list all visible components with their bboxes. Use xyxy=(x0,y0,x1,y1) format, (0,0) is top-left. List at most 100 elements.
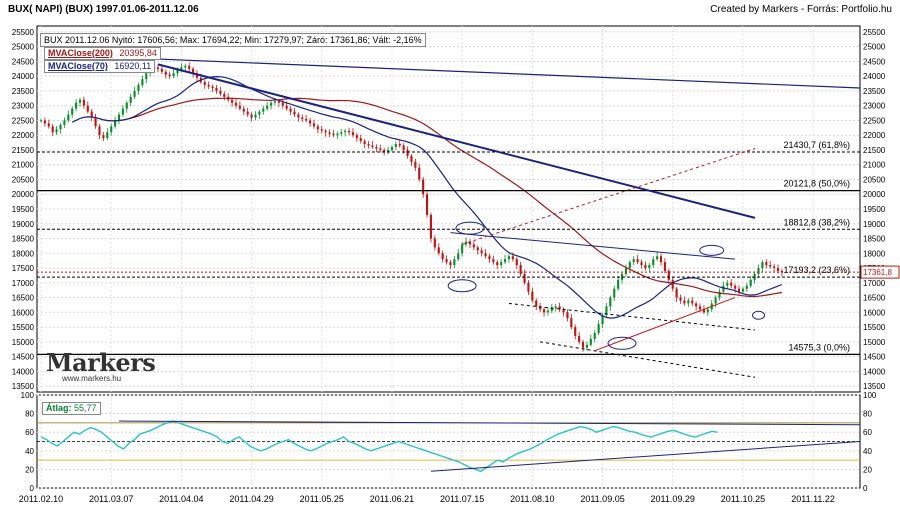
last-price-box xyxy=(860,265,900,279)
main-y-tick-right: 14500 xyxy=(863,353,886,362)
candle-body xyxy=(422,179,425,195)
main-y-tick-right: 17000 xyxy=(863,279,886,288)
candle-body xyxy=(98,126,101,136)
candle-body xyxy=(503,259,507,263)
candle-body xyxy=(535,300,538,307)
candle-body xyxy=(94,117,97,127)
candle-body xyxy=(347,130,351,133)
x-tick-label: 2011.03.07 xyxy=(89,494,133,504)
candle-body xyxy=(277,101,280,103)
rsi-y-tick-left: 80 xyxy=(25,410,34,419)
candle-body xyxy=(659,256,663,263)
candle-body xyxy=(574,327,577,336)
main-y-tick-left: 18000 xyxy=(12,249,35,258)
candle-body xyxy=(340,132,343,134)
candle-body xyxy=(714,297,717,304)
main-y-tick-right: 24500 xyxy=(863,57,886,66)
candle-body xyxy=(449,262,452,266)
rsi-y-tick-right: 80 xyxy=(863,410,872,419)
candle-body xyxy=(106,132,109,139)
candle-body xyxy=(472,244,475,248)
x-tick-label: 2011.09.29 xyxy=(651,494,695,504)
candle-body xyxy=(394,144,397,148)
main-y-tick-left: 16000 xyxy=(12,308,35,317)
logo-url: www.markers.hu xyxy=(62,374,122,383)
candle-body xyxy=(386,149,390,152)
candle-body xyxy=(351,132,355,136)
candle-body xyxy=(511,256,514,260)
rsi-y-tick-left: 100 xyxy=(21,391,35,400)
main-y-tick-right: 18500 xyxy=(863,235,886,244)
candle-body xyxy=(156,67,160,69)
candle-body xyxy=(110,126,113,133)
last-price-label: 17361,8 xyxy=(863,268,892,277)
legend-mva70-name: MVAClose(70) xyxy=(48,61,108,71)
main-y-tick-left: 20500 xyxy=(12,175,35,184)
candle-body xyxy=(398,144,401,146)
candle-body xyxy=(601,315,604,325)
main-y-tick-right: 20500 xyxy=(863,175,886,184)
candle-body xyxy=(281,102,284,106)
candle-body xyxy=(749,279,752,286)
rsi-y-tick-left: 20 xyxy=(25,465,34,474)
candle-body xyxy=(562,309,565,313)
rsi-line xyxy=(40,420,718,473)
candle-body xyxy=(414,161,417,168)
candle-body xyxy=(176,70,179,74)
candle-body xyxy=(656,256,659,260)
candle-body xyxy=(441,253,444,260)
highlight-circle xyxy=(607,336,637,350)
candle-body xyxy=(390,147,394,150)
fib-level-label: 18812,8 (38,2%) xyxy=(783,217,850,227)
main-y-tick-right: 13500 xyxy=(863,382,886,391)
legend-mva200: MVAClose(200) 20395,84 xyxy=(44,47,161,60)
candle-body xyxy=(129,96,132,103)
candle-body xyxy=(734,285,737,289)
candle-body xyxy=(691,300,694,304)
main-y-tick-left: 19000 xyxy=(12,220,35,229)
legend-mva70: MVAClose(70) 16920,11 xyxy=(44,60,156,73)
main-y-tick-left: 14000 xyxy=(12,367,35,376)
candle-body xyxy=(117,114,121,121)
rsi-y-tick-right: 60 xyxy=(863,428,872,437)
trendline-channel xyxy=(450,232,736,260)
candle-body xyxy=(55,129,58,133)
legend-mva200-value: 20395,84 xyxy=(119,48,157,58)
candle-body xyxy=(636,259,639,263)
rsi-y-tick-left: 40 xyxy=(25,447,34,456)
candle-body xyxy=(780,270,783,273)
candle-body xyxy=(597,324,600,333)
rsi-y-tick-right: 100 xyxy=(863,391,877,400)
candle-body xyxy=(188,65,191,69)
main-y-tick-left: 15000 xyxy=(12,338,35,347)
candle-body xyxy=(480,250,483,254)
x-tick-label: 2011.04.04 xyxy=(159,494,203,504)
candle-body xyxy=(652,259,655,266)
candle-body xyxy=(613,288,616,298)
highlight-circle xyxy=(752,310,766,320)
rsi-legend-label: Átlag: xyxy=(46,403,72,413)
trendline-down xyxy=(157,63,756,219)
candle-body xyxy=(238,105,241,109)
candle-body xyxy=(585,344,589,348)
markers-logo: Markers www.markers.hu xyxy=(42,348,174,383)
x-tick-label: 2011.06.21 xyxy=(370,494,414,504)
rsi-y-tick-left: 60 xyxy=(25,428,34,437)
fib-level-label: 21430,7 (61,8%) xyxy=(783,140,850,150)
candle-body xyxy=(558,306,561,310)
main-y-tick-right: 20000 xyxy=(863,190,886,199)
candle-body xyxy=(648,265,651,269)
candle-body xyxy=(765,262,768,266)
main-y-tick-left: 16500 xyxy=(12,294,35,303)
candle-body xyxy=(43,120,46,124)
rsi-trendline-2 xyxy=(430,441,861,472)
x-tick-label: 2011.07.15 xyxy=(440,494,484,504)
main-y-tick-left: 21500 xyxy=(12,146,35,155)
candle-body xyxy=(332,133,335,136)
rsi-y-tick-right: 40 xyxy=(863,447,872,456)
main-y-tick-right: 19000 xyxy=(863,220,886,229)
rsi-legend: Átlag: 55,77 xyxy=(42,402,101,415)
candle-body xyxy=(581,341,585,348)
candle-body xyxy=(51,126,54,133)
candle-body xyxy=(745,285,748,289)
